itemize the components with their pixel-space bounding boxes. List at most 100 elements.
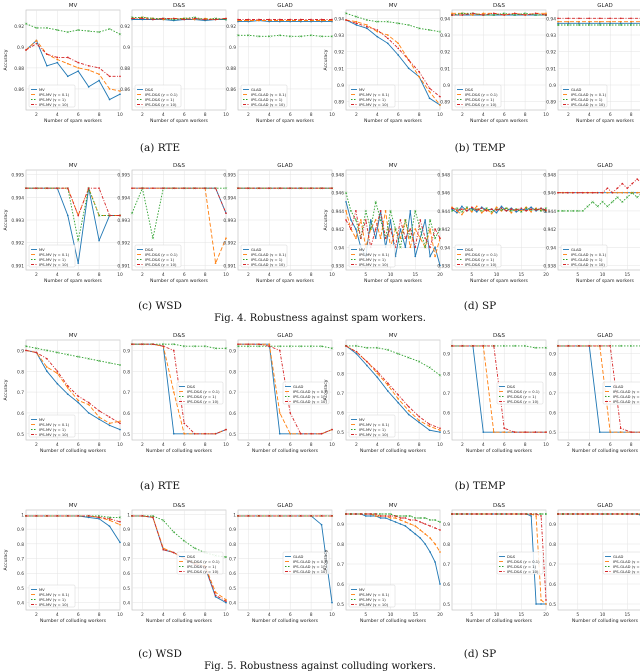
data-point <box>204 18 206 21</box>
x-tick-label: 8 <box>630 112 633 118</box>
data-point <box>539 512 543 516</box>
subfigure-caption: (c) WSD <box>138 300 182 312</box>
data-point <box>606 513 609 515</box>
data-point <box>376 20 379 23</box>
data-point <box>98 516 100 519</box>
data-point <box>299 432 302 435</box>
data-point <box>108 516 111 519</box>
data-point <box>77 355 80 358</box>
y-tick-label: 0.9 <box>123 348 130 354</box>
data-point <box>606 187 609 190</box>
data-point <box>118 516 122 519</box>
data-point <box>225 212 227 215</box>
data-point <box>56 382 59 385</box>
y-tick-label: 0.5 <box>443 602 450 608</box>
data-point <box>350 228 352 230</box>
data-point <box>451 12 453 15</box>
data-point <box>414 516 417 520</box>
data-point <box>108 422 111 425</box>
data-point <box>77 70 80 72</box>
data-point <box>224 555 228 559</box>
y-tick-label: 0.92 <box>226 24 236 30</box>
panel-title: MV <box>69 3 78 9</box>
panel-title: D&S <box>173 503 186 509</box>
data-point <box>438 227 442 231</box>
data-point <box>567 20 570 23</box>
panel-title: D&S <box>173 163 186 169</box>
data-point <box>237 187 239 190</box>
data-point <box>567 513 569 515</box>
y-tick-label: 0.91 <box>546 66 556 72</box>
data-point <box>544 207 548 210</box>
y-tick-label: 0.995 <box>117 173 130 179</box>
data-point <box>87 357 90 360</box>
legend-entry: D&S <box>187 385 196 389</box>
data-point <box>77 395 80 398</box>
data-point <box>609 17 612 20</box>
data-point <box>434 246 436 249</box>
legend-entry: IPS-MV (γ = 0.1) <box>39 93 70 97</box>
data-point <box>214 432 217 435</box>
data-point <box>119 93 121 96</box>
y-tick-label: 0.8 <box>123 369 130 375</box>
chart-group-fig4-wsd: 0.991 0.992 0.993 0.994 0.995 2 4 6 8 10 MV Number … <box>3 163 335 284</box>
data-point <box>394 227 397 231</box>
data-point <box>365 346 369 350</box>
legend-entry: IPS-GLAD (γ = 10) <box>251 263 285 267</box>
data-point <box>152 18 154 21</box>
data-point <box>237 515 239 517</box>
x-tick-label: 2 <box>141 272 144 278</box>
x-tick-label: 6 <box>289 442 292 448</box>
x-tick-label: 6 <box>77 612 80 618</box>
x-tick-label: 8 <box>204 442 207 448</box>
legend-entry: IPS-GLAD (γ = 1) <box>293 565 325 569</box>
data-point <box>598 345 601 347</box>
y-tick-label: 0.7 <box>337 562 344 568</box>
data-point <box>376 376 379 379</box>
x-tick-label: 8 <box>310 442 313 448</box>
x-tick-label: 4 <box>376 112 379 118</box>
data-point <box>475 513 478 515</box>
data-point <box>520 207 523 210</box>
data-point <box>567 191 569 194</box>
y-tick-label: 0.9 <box>17 348 24 354</box>
y-tick-label: 0.9 <box>443 522 450 528</box>
data-point <box>616 191 619 194</box>
x-tick-label: 10 <box>543 442 549 448</box>
data-point <box>397 22 400 25</box>
data-point <box>515 513 518 515</box>
data-point <box>490 212 493 215</box>
data-point <box>461 513 463 515</box>
data-point <box>434 228 436 230</box>
panel-ds: 0.5 0.6 0.7 0.8 0.9 5 10 15 20 D&S Number of collu… <box>443 503 549 624</box>
data-point <box>482 12 485 15</box>
y-tick-label: 0.7 <box>549 391 556 397</box>
data-point <box>119 214 121 217</box>
x-axis-label: Number of spam workers <box>256 278 315 284</box>
x-tick-label: 6 <box>609 112 612 118</box>
x-tick-label: 10 <box>117 612 123 618</box>
data-point <box>399 228 402 230</box>
legend-entry: IPS-MV (γ = 10) <box>359 263 389 267</box>
chart-group-fig5-temp: 0.5 0.6 0.7 0.8 0.9 2 4 6 8 10 MV Number of colludi… <box>323 333 640 454</box>
x-tick-label: 4 <box>162 442 165 448</box>
data-point <box>278 349 281 352</box>
figure-5-caption: Fig. 5. Robustness against colluding wor… <box>204 661 436 672</box>
y-tick-label: 0.5 <box>337 430 344 436</box>
x-tick-label: 2 <box>141 442 144 448</box>
x-tick-label: 6 <box>289 612 292 618</box>
data-point <box>439 104 441 106</box>
data-point <box>480 513 483 515</box>
data-point <box>46 370 48 373</box>
data-point <box>500 208 503 212</box>
data-point <box>386 42 389 45</box>
data-point <box>576 209 579 213</box>
data-point <box>503 344 506 348</box>
data-point <box>419 529 422 531</box>
